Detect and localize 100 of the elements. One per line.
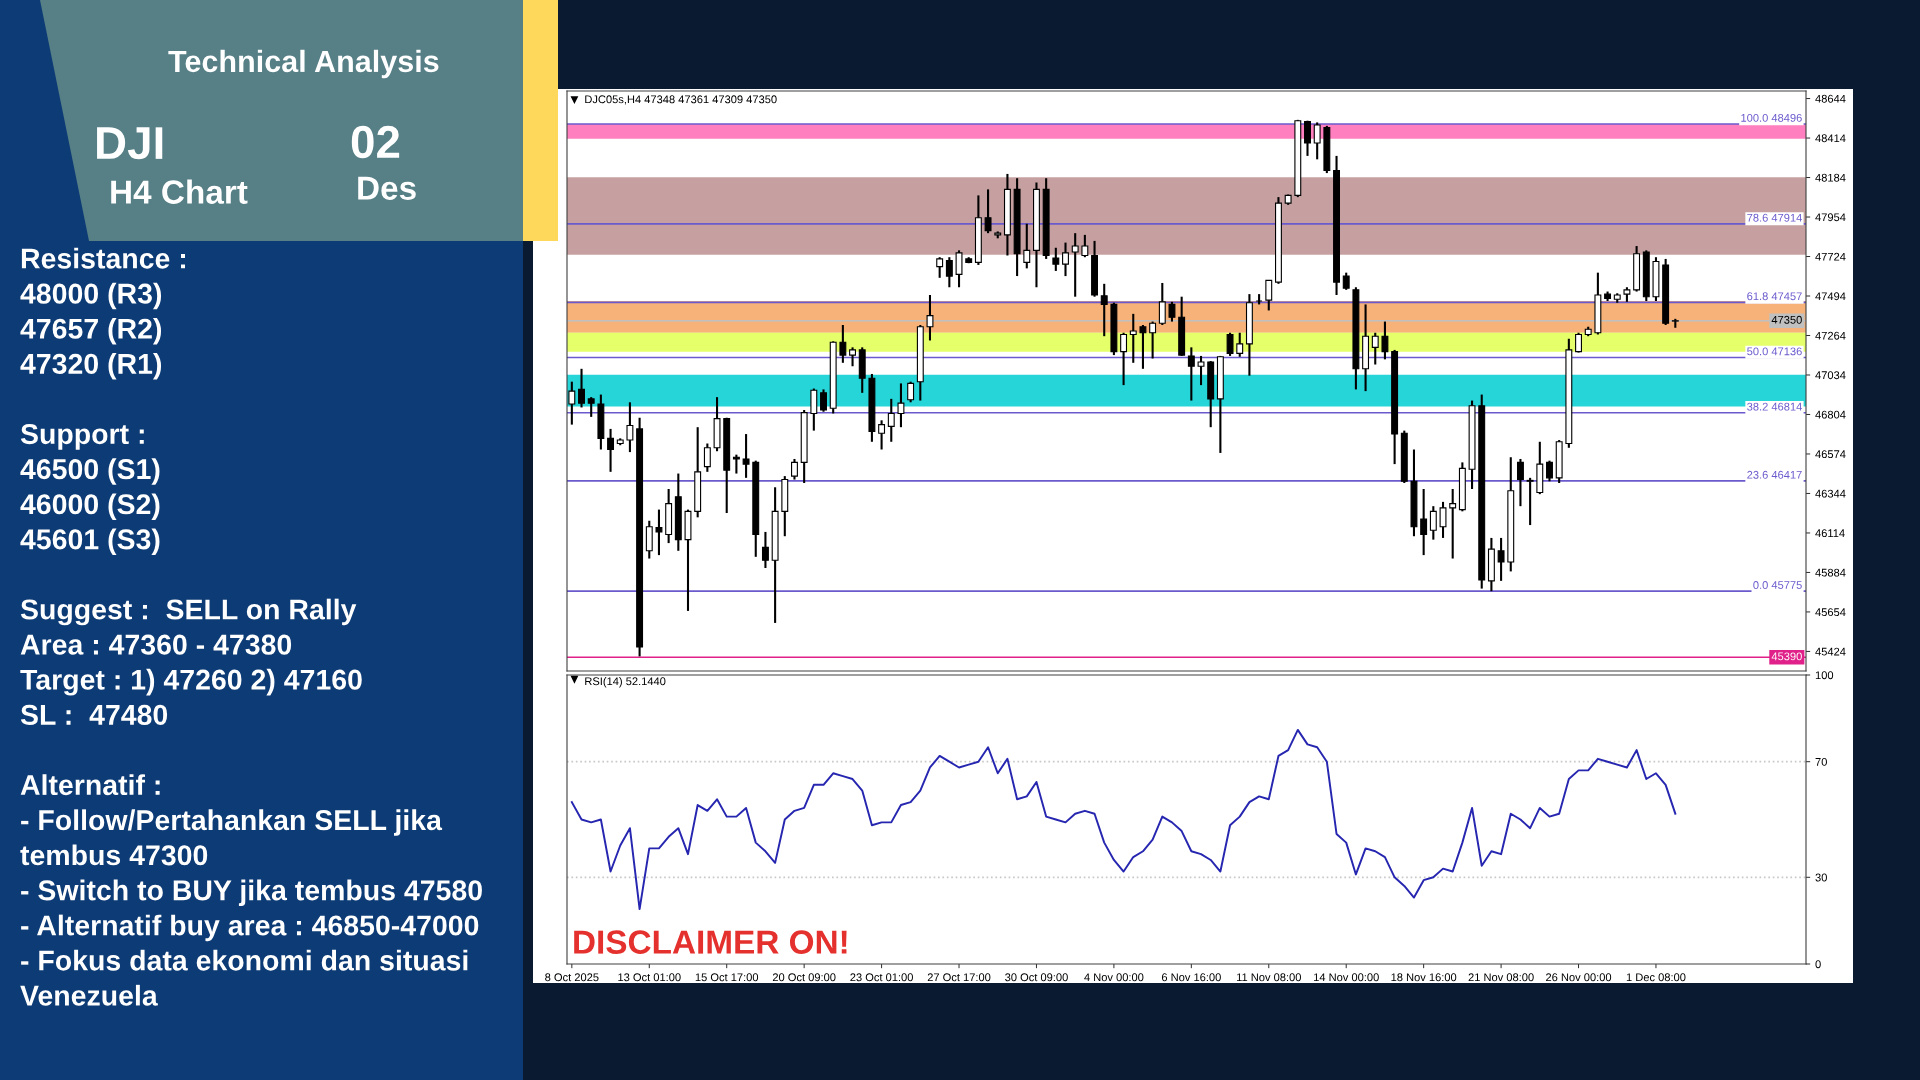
ref-line-label: 0.0 45775 [1753, 581, 1802, 589]
x-tick-label: 30 Oct 09:00 [1005, 973, 1068, 982]
candlestick [839, 323, 847, 364]
candlestick [703, 442, 711, 473]
candlestick [1236, 331, 1244, 358]
candlestick [655, 508, 663, 557]
x-tick-label: 21 Nov 08:00 [1468, 973, 1534, 982]
y-tick-label: 47034 [1815, 371, 1846, 380]
text: H4 Chart [111, 179, 248, 204]
y-tick-label: 47264 [1815, 331, 1846, 340]
candlestick [1371, 331, 1379, 366]
ref-line-label: 100.0 48496 [1741, 113, 1802, 122]
text: Suggest : SELL on Rally Area : 47360 - 47380 Target : 1) 47260 2) 47160 SL : 47480 [20, 598, 362, 725]
candlestick [1062, 241, 1069, 278]
y-tick-label: 46344 [1815, 489, 1846, 498]
candlestick [1158, 281, 1166, 327]
y-tick-label: 48644 [1815, 94, 1846, 103]
candlestick [1265, 279, 1273, 312]
y-tick-label: 48184 [1815, 173, 1846, 182]
candlestick [1071, 232, 1079, 298]
candlestick [887, 397, 895, 443]
y-tick-label: 45884 [1815, 568, 1846, 577]
candlestick [1420, 487, 1428, 557]
text: Alternatif : - Follow/Pertahankan SELL jika tembus 47300 - Switch to BUY jika tembus 47580 - Alternatif buy area : 46850-47000 - Fokus data ekonomi dan situasi Venezuela [20, 774, 482, 1006]
y-tick-label: 46574 [1815, 450, 1846, 459]
candlestick [810, 387, 818, 432]
candlestick [742, 433, 750, 479]
candlestick [568, 380, 576, 426]
candlestick [1149, 320, 1157, 360]
candlestick [578, 367, 585, 409]
candlestick [1381, 320, 1389, 361]
chart-title: DJC05s,H4 47348 47361 47309 47350 [585, 95, 777, 105]
ref-line-label: 61.8 47457 [1747, 292, 1802, 301]
ref-line-label: 23.6 46417 [1747, 470, 1802, 479]
candlestick [1449, 487, 1457, 560]
candlestick [1129, 312, 1137, 364]
x-tick-label: 8 Oct 2025 [545, 973, 599, 982]
ref-line-label: 45390 [1771, 652, 1802, 661]
text: Support : 46500 (S1) 46000 (S2) 45601 (S3) [20, 423, 160, 556]
candlestick [849, 346, 857, 368]
x-tick-label: 26 Nov 00:00 [1546, 973, 1612, 982]
candlestick [1546, 459, 1553, 483]
ref-line-label: 50.0 47136 [1747, 347, 1802, 356]
chart-title: RSI(14) 52.1440 [585, 677, 666, 688]
line-series [570, 728, 1677, 911]
x-tick-label: 1 Dec 08:00 [1626, 973, 1686, 982]
x-tick-label: 20 Oct 09:00 [772, 973, 836, 982]
y-tick-label: 47954 [1815, 213, 1846, 222]
candlestick [761, 530, 769, 570]
candlestick [607, 427, 615, 473]
candlestick [587, 396, 595, 418]
y-tick-label: 46804 [1815, 410, 1846, 419]
candlestick [1226, 331, 1234, 357]
text: 02 [351, 125, 400, 159]
candlestick [1100, 282, 1108, 338]
candlestick [936, 256, 944, 279]
y-tick-label: 70 [1815, 757, 1827, 766]
candlestick [1139, 323, 1147, 370]
y-tick-label: 45654 [1815, 608, 1846, 617]
candlestick [955, 249, 963, 289]
candlestick [1439, 500, 1447, 539]
candlestick [791, 457, 798, 481]
candlestick [1526, 476, 1534, 527]
x-tick-label: 23 Oct 01:00 [850, 973, 913, 982]
x-tick-label: 4 Nov 00:00 [1084, 973, 1144, 982]
y-tick-label: 45424 [1815, 647, 1846, 656]
candlestick [1052, 246, 1060, 272]
candlestick [1516, 457, 1524, 508]
candlestick [1304, 119, 1311, 157]
candlestick [1120, 331, 1128, 387]
candlestick [926, 293, 934, 342]
candlestick [897, 382, 905, 429]
y-tick-label: 47494 [1815, 292, 1846, 301]
x-tick-label: 18 Nov 16:00 [1391, 973, 1457, 982]
candlestick [945, 256, 953, 289]
x-tick-label: 15 Oct 17:00 [695, 973, 759, 982]
x-tick-label: 27 Oct 17:00 [927, 973, 991, 982]
candlestick [732, 453, 740, 475]
x-tick-label: 6 Nov 16:00 [1161, 973, 1221, 982]
candlestick [626, 401, 634, 454]
ref-line-label: 78.6 47914 [1747, 213, 1802, 222]
candlestick [907, 380, 915, 404]
candlestick [1497, 536, 1505, 582]
candlestick [1023, 222, 1031, 270]
text: DJI [97, 127, 163, 160]
candlestick [1429, 505, 1437, 541]
candlestick [1081, 233, 1089, 259]
y-tick-label: 48414 [1815, 134, 1846, 143]
candlestick [1313, 121, 1321, 161]
x-tick-label: 13 Oct 01:00 [618, 973, 681, 982]
y-tick-label: 47724 [1815, 252, 1846, 261]
candlestick [878, 419, 886, 451]
candlestick [820, 388, 827, 413]
text: Resistance : 48000 (R3) 47657 (R2) 47320 (R1) [20, 247, 186, 380]
x-tick-label: 14 Nov 00:00 [1314, 973, 1379, 982]
y-tick-label: 30 [1815, 873, 1827, 882]
candlestick [1168, 300, 1176, 323]
y-tick-label: 46114 [1815, 529, 1845, 538]
ref-line-label: 38.2 46814 [1747, 402, 1802, 411]
y-tick-label: 0 [1815, 960, 1821, 969]
